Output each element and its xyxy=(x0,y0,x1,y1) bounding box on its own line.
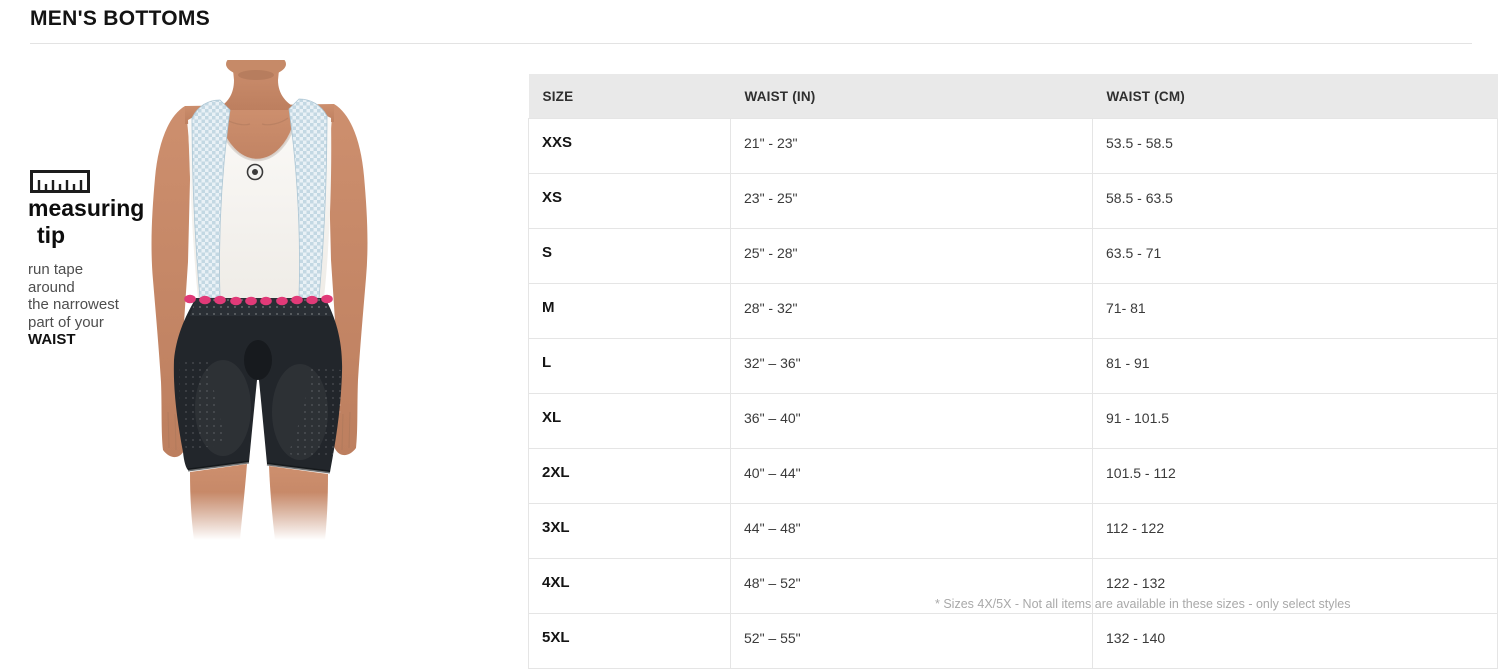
table-row: L 32" – 36" 81 - 91 xyxy=(528,338,1498,394)
photo-bottom-fade xyxy=(128,492,452,540)
tip-line: part of your xyxy=(28,313,104,331)
col-waist-cm-header: WAIST (CM) xyxy=(1092,74,1498,119)
size-cell: XXS xyxy=(528,118,731,174)
table-row: 2XL 40" – 44" 101.5 - 112 xyxy=(528,448,1498,504)
waist-in-cell: 36" – 40" xyxy=(730,393,1093,449)
table-row: XXS 21" - 23" 53.5 - 58.5 xyxy=(528,118,1498,174)
waist-cm-cell: 132 - 140 xyxy=(1092,613,1498,669)
size-cell: 3XL xyxy=(528,503,731,559)
bib-straps xyxy=(191,98,328,299)
size-cell: 4XL xyxy=(528,558,731,614)
brand-logo xyxy=(246,163,264,181)
waist-cm-cell: 63.5 - 71 xyxy=(1092,228,1498,284)
size-cell: XS xyxy=(528,173,731,229)
waist-cm-cell: 81 - 91 xyxy=(1092,338,1498,394)
col-waist-in-header: WAIST (IN) xyxy=(730,74,1093,119)
waist-in-cell: 32" – 36" xyxy=(730,338,1093,394)
tip-line: the narrowest xyxy=(28,296,119,314)
waist-cm-cell: 112 - 122 xyxy=(1092,503,1498,559)
tip-line: around xyxy=(28,278,75,296)
table-row: XS 23" - 25" 58.5 - 63.5 xyxy=(528,173,1498,229)
size-cell: L xyxy=(528,338,731,394)
waist-in-cell: 23" - 25" xyxy=(730,173,1093,229)
col-size-header: SIZE xyxy=(528,74,731,119)
bib-shorts xyxy=(173,298,343,474)
size-cell: M xyxy=(528,283,731,339)
waist-emphasis: WAIST xyxy=(28,330,76,348)
size-table: SIZE WAIST (IN) WAIST (CM) XXS 21" - 23"… xyxy=(528,74,1498,669)
waist-in-cell: 52" – 55" xyxy=(730,613,1093,669)
table-row: 5XL 52" – 55" 132 - 140 xyxy=(528,613,1498,669)
waist-cm-cell: 91 - 101.5 xyxy=(1092,393,1498,449)
waist-dotted-line xyxy=(184,294,333,306)
waist-cm-cell: 58.5 - 63.5 xyxy=(1092,173,1498,229)
waist-in-cell: 28" - 32" xyxy=(730,283,1093,339)
title-divider xyxy=(30,43,1472,44)
table-row: S 25" - 28" 63.5 - 71 xyxy=(528,228,1498,284)
measuring-tip-heading-line2: tip xyxy=(37,221,66,248)
tip-line: run tape xyxy=(28,261,84,279)
table-row: 3XL 44" – 48" 112 - 122 xyxy=(528,503,1498,559)
ruler-icon xyxy=(30,170,90,193)
size-cell: 5XL xyxy=(528,613,731,669)
waist-cm-cell: 101.5 - 112 xyxy=(1092,448,1498,504)
size-cell: XL xyxy=(528,393,731,449)
waist-in-cell: 21" - 23" xyxy=(730,118,1093,174)
measuring-tip: measuring tip run tape around the narrow… xyxy=(28,170,203,348)
size-cell: S xyxy=(528,228,731,284)
waist-in-cell: 44" – 48" xyxy=(730,503,1093,559)
size-table-header-row: SIZE WAIST (IN) WAIST (CM) xyxy=(528,74,1498,119)
table-row: XL 36" – 40" 91 - 101.5 xyxy=(528,393,1498,449)
table-row: M 28" - 32" 71- 81 xyxy=(528,283,1498,339)
size-cell: 2XL xyxy=(528,448,731,504)
waist-in-cell: 40" – 44" xyxy=(730,448,1093,504)
model-photo-illustration xyxy=(128,60,452,540)
measuring-tip-heading-line1: measuring xyxy=(28,195,145,221)
measuring-tip-heading: measuring tip xyxy=(28,195,203,248)
footnote: * Sizes 4X/5X - Not all items are availa… xyxy=(935,597,1351,611)
waist-cm-cell: 71- 81 xyxy=(1092,283,1498,339)
measuring-tip-text: run tape around the narrowest part of yo… xyxy=(28,261,203,348)
waist-in-cell: 25" - 28" xyxy=(730,228,1093,284)
waist-cm-cell: 53.5 - 58.5 xyxy=(1092,118,1498,174)
model-photo xyxy=(128,60,452,540)
page-title: MEN'S BOTTOMS xyxy=(30,7,211,30)
